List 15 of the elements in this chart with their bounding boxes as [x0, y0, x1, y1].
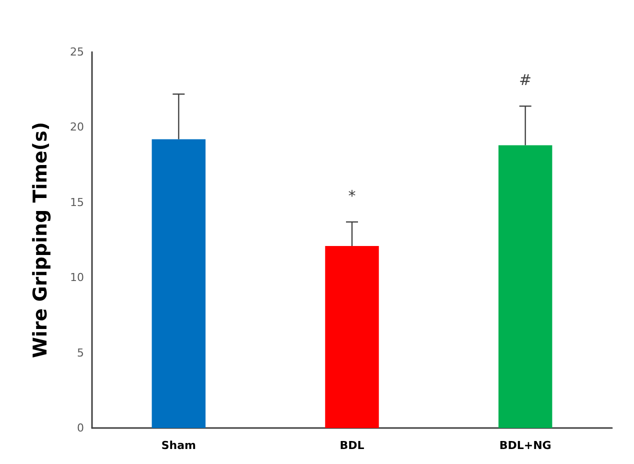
y-axis-title: Wire Gripping Time(s): [30, 122, 52, 358]
annotation: #: [519, 71, 532, 90]
x-tick-label: BDL: [340, 439, 364, 452]
y-tick-label: 25: [70, 46, 84, 58]
y-tick-label: 20: [70, 120, 84, 134]
bar: [325, 246, 379, 428]
bar: [152, 139, 206, 428]
bar: [498, 145, 552, 428]
y-tick-label: 15: [70, 196, 84, 209]
x-tick-label: BDL+NG: [499, 439, 552, 452]
y-tick-label: 10: [70, 271, 84, 284]
annotation: *: [348, 186, 356, 205]
x-tick-label: Sham: [161, 439, 196, 452]
y-tick-label: 5: [77, 346, 84, 360]
y-tick-label: 0: [77, 422, 84, 434]
